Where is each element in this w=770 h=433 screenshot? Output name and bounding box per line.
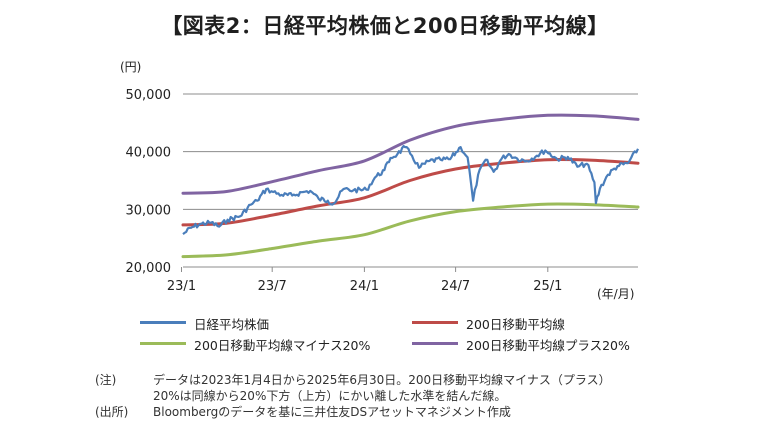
legend-swatch-ma200-minus20 [140, 342, 186, 345]
x-axis-unit: (年/月) [597, 287, 634, 301]
note-text: データは2023年1月4日から2025年6月30日。200日移動平均線マイナス（… [153, 373, 611, 387]
footnotes: (注) データは2023年1月4日から2025年6月30日。200日移動平均線マイ… [95, 372, 611, 420]
x-tick-label: 25/1 [533, 279, 562, 294]
y-tick-label: 40,000 [126, 146, 172, 161]
legend-label-ma200: 200日移動平均線 [466, 317, 565, 332]
legend-label-ma200-minus20: 200日移動平均線マイナス20% [194, 338, 371, 353]
series-nikkei-line [182, 145, 639, 235]
x-tick-label: 24/7 [441, 279, 470, 294]
series-ma200-plus20-line [181, 113, 640, 195]
y-tick-label: 20,000 [126, 261, 172, 276]
series-ma200-minus20-line [181, 202, 640, 259]
legend-label-ma200-plus20: 200日移動平均線プラス20% [466, 338, 630, 353]
chart-title: 【図表2：日経平均株価と200日移動平均線】 [161, 14, 609, 38]
x-tick-label: 24/1 [350, 279, 379, 294]
x-tick-label: 23/1 [167, 279, 196, 294]
series-ma200-line [181, 158, 640, 227]
note-row: (注) データは2023年1月4日から2025年6月30日。200日移動平均線マイ… [95, 372, 611, 388]
legend-swatch-ma200 [412, 321, 458, 324]
note-row: 20%は同線から20%下方（上方）にかい離した水準を結んだ線。 [95, 388, 611, 404]
source-tag: (出所) [95, 405, 129, 419]
note-tag: (注) [95, 373, 117, 387]
note-row: (出所) Bloombergのデータを基に三井住友DSアセットマネジメント作成 [95, 404, 611, 420]
legend-swatch-nikkei [140, 321, 186, 324]
source-text: Bloombergのデータを基に三井住友DSアセットマネジメント作成 [153, 405, 511, 419]
y-axis-unit: (円) [120, 60, 141, 74]
y-tick-label: 50,000 [126, 88, 172, 103]
legend-label-nikkei: 日経平均株価 [194, 317, 270, 332]
y-tick-label: 30,000 [126, 203, 172, 218]
note-text: 20%は同線から20%下方（上方）にかい離した水準を結んだ線。 [153, 389, 507, 403]
legend-swatch-ma200-plus20 [412, 342, 458, 345]
x-tick-label: 23/7 [258, 279, 287, 294]
